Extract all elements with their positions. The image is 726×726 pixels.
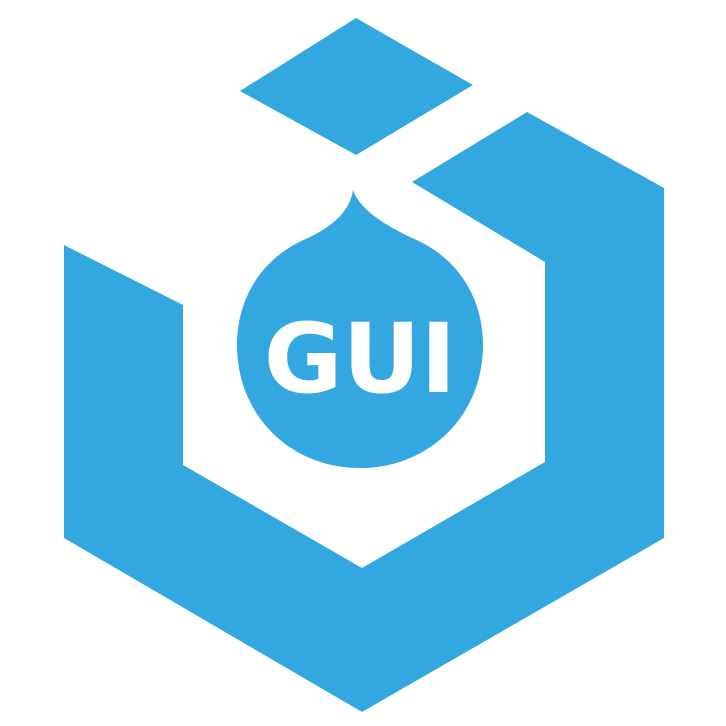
logo-top-diamond — [240, 18, 473, 155]
logo-text: GUI — [264, 303, 456, 415]
logo-hexagon-body — [64, 112, 664, 712]
logo-drop — [237, 190, 483, 468]
